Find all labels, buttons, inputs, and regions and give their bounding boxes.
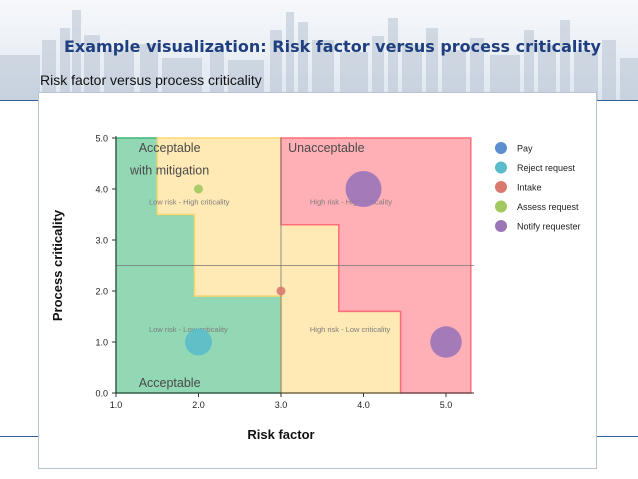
data-point: [430, 326, 462, 358]
legend-label: Reject request: [517, 163, 576, 173]
y-tick-label: 1.0: [95, 338, 108, 348]
slide-title: Example visualization: Risk factor versu…: [64, 37, 601, 56]
x-axis-label: Risk factor: [247, 427, 314, 442]
chart-panel: 0.0 1.0 2.0 3.0 4.0 5.0 1.0 2.0 3.0 4.0 5.0 Risk fa…: [38, 92, 597, 469]
header-rule-right: [596, 100, 638, 101]
data-point: [345, 171, 382, 207]
legend-marker: [495, 200, 507, 213]
zone-label: Acceptable: [139, 376, 201, 390]
legend-marker: [495, 161, 507, 174]
zone-label: Acceptable: [139, 141, 201, 155]
zone-label: Unacceptable: [288, 141, 364, 155]
header-rule-left: [0, 100, 38, 101]
y-tick-label: 5.0: [95, 134, 108, 144]
legend-label: Assess request: [517, 202, 579, 212]
footer-rule-right: [596, 436, 638, 437]
x-tick-label: 5.0: [440, 400, 453, 410]
legend-label: Intake: [517, 183, 542, 193]
x-tick-label: 2.0: [192, 400, 205, 410]
data-point: [276, 286, 286, 296]
header-banner: [0, 0, 638, 100]
y-tick-label: 3.0: [95, 236, 108, 246]
data-point: [194, 184, 203, 194]
y-tick-label: 2.0: [95, 287, 108, 297]
x-tick-label: 4.0: [357, 400, 370, 410]
zone-label: with mitigation: [129, 164, 209, 178]
footer-rule-left: [0, 436, 38, 437]
data-point: [185, 328, 212, 356]
legend-label: Pay: [517, 144, 533, 154]
x-tick-label: 1.0: [110, 400, 123, 410]
quadrant-label: High risk - Low criticality: [310, 325, 391, 334]
quadrant-label: Low risk - High criticality: [149, 197, 230, 206]
legend-marker: [495, 181, 507, 193]
x-tick-label: 3.0: [275, 400, 288, 410]
quadrant-label: Low risk - Low criticality: [149, 325, 228, 334]
city-skyline-image: [0, 10, 638, 100]
legend-marker: [495, 142, 507, 154]
y-tick-label: 4.0: [95, 185, 108, 195]
y-tick-label: 0.0: [95, 389, 108, 399]
legend-marker: [495, 220, 507, 232]
chart-title: Risk factor versus process criticality: [40, 72, 262, 88]
y-axis-label: Process criticality: [50, 209, 65, 321]
legend-label: Notify requester: [517, 222, 581, 232]
